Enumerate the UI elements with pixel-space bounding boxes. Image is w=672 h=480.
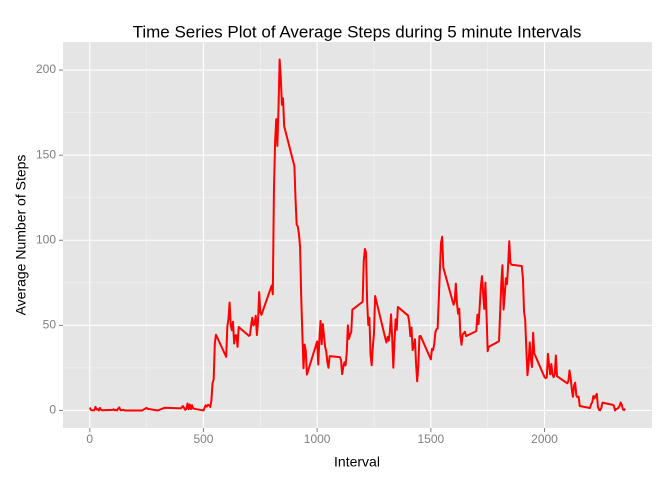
line-series [88,58,627,412]
x-tick-label: 1000 [304,432,331,446]
panel [63,42,652,428]
chart-title: Time Series Plot of Average Steps during… [133,22,582,41]
x-axis-label: Interval [334,454,380,470]
x-tick-label: 1500 [417,432,444,446]
x-tick-label: 0 [86,432,93,446]
y-tick-label: 200 [36,62,56,76]
x-tick-label: 500 [193,432,213,446]
y-tick-label: 0 [49,403,56,417]
y-axis-label: Average Number of Steps [13,155,29,316]
y-tick-label: 150 [36,147,56,161]
y-tick-label: 50 [43,318,57,332]
y-tick-label: 100 [36,232,56,246]
x-tick-label: 2000 [531,432,558,446]
